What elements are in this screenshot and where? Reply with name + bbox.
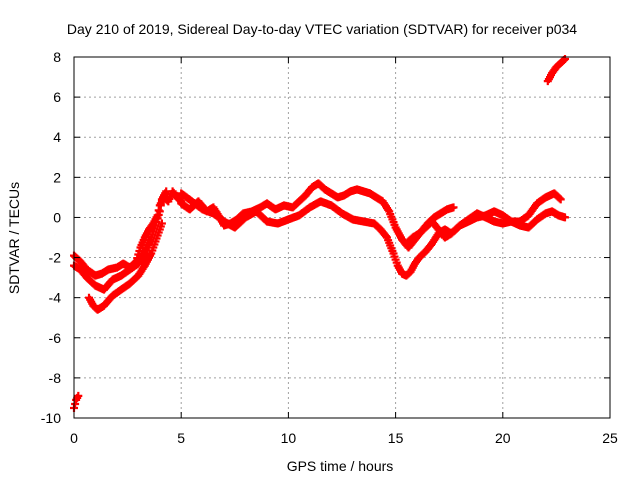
- series-track-a: [70, 187, 186, 280]
- plus-markers: [402, 207, 569, 248]
- x-tick-label: 25: [602, 430, 618, 446]
- y-tick-label: -2: [49, 250, 62, 266]
- series-track-h: [543, 55, 569, 86]
- x-tick-label: 15: [388, 430, 404, 446]
- chart-title: Day 210 of 2019, Sidereal Day-to-day VTE…: [67, 21, 577, 37]
- x-axis-label: GPS time / hours: [287, 458, 394, 474]
- y-tick-label: 0: [53, 209, 61, 225]
- series-track-c: [85, 219, 166, 314]
- series-track-g: [70, 391, 83, 412]
- y-tick-label: -10: [41, 410, 61, 426]
- y-tick-label: -6: [49, 330, 62, 346]
- plus-markers: [70, 187, 186, 280]
- series-track-e: [177, 189, 565, 280]
- data-points: [70, 55, 569, 412]
- plus-markers: [177, 189, 565, 280]
- axis-ticks: [73, 56, 611, 419]
- plot-frame: [73, 56, 611, 419]
- y-tick-label: 8: [53, 49, 61, 65]
- plus-markers: [543, 55, 569, 86]
- x-tick-label: 5: [177, 430, 185, 446]
- x-tick-labels: 0 5 10 15 20 25: [70, 430, 618, 446]
- y-tick-label: -8: [49, 370, 62, 386]
- series-track-f: [402, 207, 569, 248]
- y-tick-label: 2: [53, 169, 61, 185]
- y-tick-label: 4: [53, 129, 61, 145]
- y-axis-label: SDTVAR / TECUs: [6, 182, 22, 294]
- y-tick-labels: -10 -8 -6 -4 -2 0 2 4 6 8: [41, 49, 61, 426]
- x-tick-label: 20: [495, 430, 511, 446]
- plus-markers: [70, 391, 83, 412]
- x-tick-label: 10: [281, 430, 297, 446]
- plus-markers: [85, 219, 166, 314]
- y-tick-label: -4: [49, 290, 62, 306]
- x-tick-label: 0: [70, 430, 78, 446]
- y-tick-label: 6: [53, 89, 61, 105]
